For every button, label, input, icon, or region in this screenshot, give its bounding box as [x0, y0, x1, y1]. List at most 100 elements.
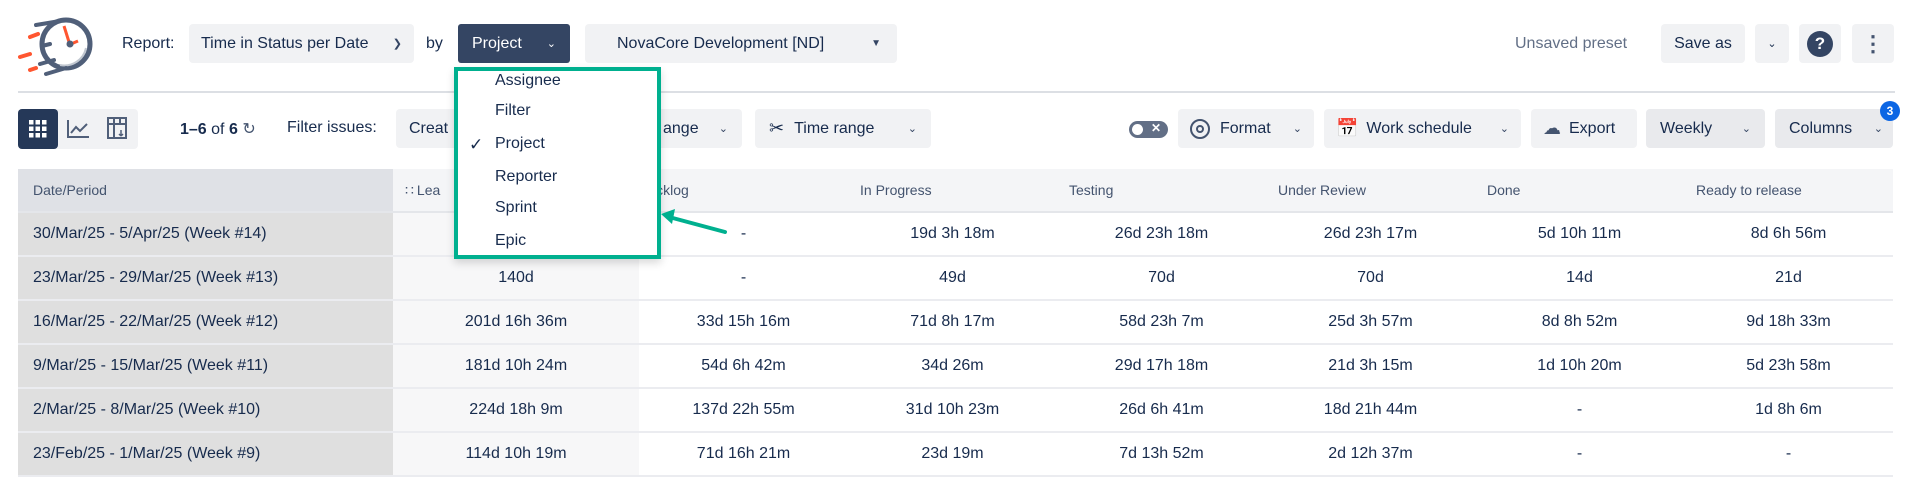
format-label: Format — [1220, 119, 1271, 137]
table-cell: 26d 23h 18m — [1057, 213, 1266, 257]
report-label: Report: — [122, 35, 175, 52]
scissors-icon: ✂ — [769, 118, 785, 138]
project-value: NovaCore Development [ND] — [617, 34, 825, 52]
column-header[interactable]: Backlog — [639, 169, 848, 213]
save-as-button[interactable]: Save as — [1661, 24, 1745, 63]
chevron-down-icon: ⌄ — [1499, 123, 1509, 135]
column-header-label: In Progress — [860, 182, 932, 198]
menu-item-assignee[interactable]: Assignee — [495, 72, 561, 90]
toggle-switch[interactable]: ✕ — [1129, 121, 1168, 138]
group-by-dropdown[interactable]: Project ⌄ — [458, 24, 570, 63]
report-type-value: Time in Status per Date — [201, 34, 369, 52]
table-cell: 21d 3h 15m — [1266, 345, 1475, 389]
column-header[interactable]: Done — [1475, 169, 1684, 213]
menu-item-epic[interactable]: Epic — [495, 232, 526, 250]
table-cell: 9d 18h 33m — [1684, 301, 1893, 345]
table-cell: 18d 21h 44m — [1266, 389, 1475, 433]
range-filter-label: ange — [663, 119, 699, 137]
group-by-value: Project — [472, 34, 522, 52]
column-header-label: Ready to release — [1696, 182, 1802, 198]
table-cell: 54d 6h 42m — [639, 345, 848, 389]
export-button[interactable]: ☁ Export — [1531, 109, 1637, 148]
table-cell: 70d — [1057, 257, 1266, 301]
table-cell: 8d 8h 52m — [1475, 301, 1684, 345]
period-dropdown[interactable]: Weekly ⌄ — [1646, 109, 1765, 148]
column-header[interactable]: Ready to release — [1684, 169, 1893, 213]
table-cell: 137d 22h 55m — [639, 389, 848, 433]
table-cell: 5d 23h 58m — [1684, 345, 1893, 389]
row-period: 2/Mar/25 - 8/Mar/25 (Week #10) — [18, 389, 393, 433]
menu-item-reporter[interactable]: Reporter — [495, 168, 557, 186]
chevron-down-icon: ⌄ — [1292, 123, 1302, 135]
group-by-menu: Assignee Filter ✓ Project Reporter Sprint Epic — [454, 67, 661, 259]
columns-label: Columns — [1789, 119, 1853, 137]
table-cell: 71d 8h 17m — [848, 301, 1057, 345]
calendar-icon: 📅 — [1336, 118, 1359, 138]
table-cell: - — [1475, 389, 1684, 433]
columns-dropdown[interactable]: Columns ⌄ — [1775, 109, 1893, 148]
header-divider — [18, 91, 1895, 93]
drag-handle-icon[interactable]: ∷ — [405, 181, 414, 198]
preset-status: Unsaved preset — [1515, 35, 1628, 52]
column-header[interactable]: Testing — [1057, 169, 1266, 213]
column-header[interactable]: In Progress — [848, 169, 1057, 213]
checkmark-icon: ✓ — [469, 135, 484, 154]
chevron-down-icon: ⌄ — [907, 123, 917, 135]
table-cell: 7d 13h 52m — [1057, 433, 1266, 477]
issue-count: 1–6 of 6 ↻ — [180, 121, 256, 138]
column-header-label: Testing — [1069, 182, 1114, 198]
format-button[interactable]: Format ⌄ — [1178, 109, 1314, 148]
project-dropdown[interactable]: NovaCore Development [ND] ▼ — [585, 24, 897, 63]
created-filter-label: Creat — [409, 119, 449, 137]
column-header-label: Date/Period — [33, 182, 107, 198]
pivot-view-icon[interactable] — [106, 116, 130, 142]
menu-item-label: Sprint — [495, 199, 537, 216]
save-options-chevron-icon[interactable]: ⌄ — [1755, 24, 1789, 63]
table-view-button[interactable] — [18, 109, 58, 149]
table-cell: 71d 16h 21m — [639, 433, 848, 477]
menu-item-label: Project — [495, 135, 545, 152]
row-period: 9/Mar/25 - 15/Mar/25 (Week #11) — [18, 345, 393, 389]
column-header[interactable]: Date/Period — [18, 169, 393, 213]
column-header[interactable]: Under Review — [1266, 169, 1475, 213]
menu-item-sprint[interactable]: Sprint — [495, 199, 537, 217]
table-cell: 26d 23h 17m — [1266, 213, 1475, 257]
chevron-down-icon: ⌄ — [1741, 123, 1751, 135]
time-range-button[interactable]: ✂ Time range ⌄ — [755, 109, 931, 148]
work-schedule-button[interactable]: 📅 Work schedule ⌄ — [1324, 109, 1521, 148]
table-cell: 1d 8h 6m — [1684, 389, 1893, 433]
caret-down-icon: ▼ — [871, 38, 881, 49]
grid-icon — [29, 120, 47, 138]
cloud-download-icon: ☁ — [1543, 118, 1561, 138]
menu-item-label: Assignee — [495, 72, 561, 89]
by-label: by — [426, 35, 443, 52]
column-header-label: Done — [1487, 182, 1521, 198]
chart-view-icon[interactable] — [66, 119, 90, 139]
menu-item-project[interactable]: ✓ Project — [469, 135, 545, 154]
chevron-down-icon: ⌄ — [1873, 123, 1883, 135]
column-header-label: Under Review — [1278, 182, 1366, 198]
refresh-icon[interactable]: ↻ — [242, 121, 256, 138]
table-cell: 23d 19m — [848, 433, 1057, 477]
table-cell: 114d 10h 19m — [393, 433, 639, 477]
filter-issues-label: Filter issues: — [287, 119, 377, 136]
menu-item-label: Epic — [495, 232, 527, 249]
chevron-down-icon: ⌄ — [546, 38, 556, 50]
table-cell: 1d 10h 20m — [1475, 345, 1684, 389]
table-cell: 21d — [1684, 257, 1893, 301]
row-period: 30/Mar/25 - 5/Apr/25 (Week #14) — [18, 213, 393, 257]
columns-count-badge: 3 — [1880, 101, 1900, 121]
table-cell: 29d 17h 18m — [1057, 345, 1266, 389]
help-button[interactable]: ? — [1799, 24, 1841, 63]
table-cell: 34d 26m — [848, 345, 1057, 389]
format-icon — [1190, 118, 1210, 139]
menu-item-filter[interactable]: Filter — [495, 102, 531, 120]
table-cell: 49d — [848, 257, 1057, 301]
table-cell: 201d 16h 36m — [393, 301, 639, 345]
annotation-arrow-icon — [661, 209, 727, 234]
more-menu-icon[interactable]: ⋮ — [1852, 24, 1894, 63]
table-cell: 70d — [1266, 257, 1475, 301]
report-type-dropdown[interactable]: Time in Status per Date ❯ — [189, 24, 414, 63]
table-cell: 19d 3h 18m — [848, 213, 1057, 257]
period-value: Weekly — [1660, 119, 1713, 137]
